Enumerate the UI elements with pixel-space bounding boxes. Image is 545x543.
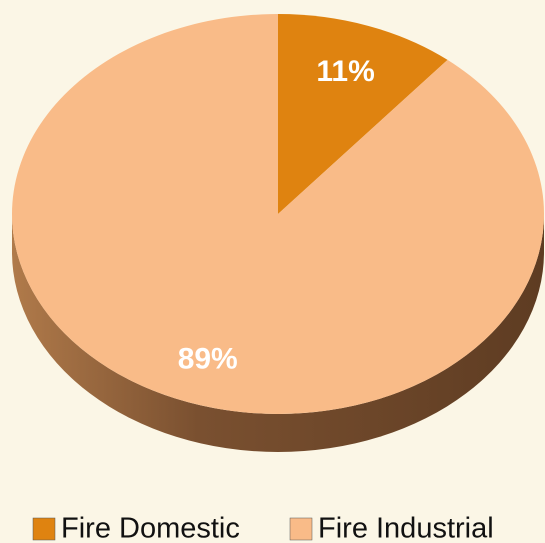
legend-swatch <box>289 517 313 541</box>
legend-label: Fire Domestic <box>61 513 240 543</box>
legend-swatch <box>32 517 56 541</box>
pie-slice <box>12 14 545 414</box>
value-label: 11% <box>316 55 374 88</box>
legend-label: Fire Industrial <box>318 513 494 543</box>
value-label: 89% <box>178 343 238 376</box>
pie-side <box>12 214 544 452</box>
pie-slice <box>278 14 448 214</box>
